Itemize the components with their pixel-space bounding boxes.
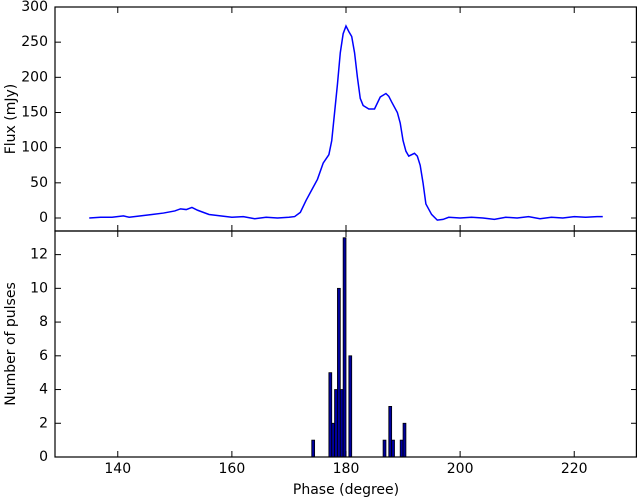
- x-tick-label: 200: [447, 461, 474, 477]
- y-axis-label: Flux (mJy): [3, 84, 19, 155]
- histogram-bar: [382, 439, 387, 458]
- y-tick-label: 50: [30, 175, 48, 191]
- y-tick-label: 4: [39, 382, 48, 398]
- histogram-bar: [388, 406, 393, 458]
- histogram-bar: [311, 439, 316, 458]
- histogram-bar: [402, 422, 407, 458]
- y-tick-label: 0: [39, 449, 48, 465]
- histogram-bar: [334, 389, 338, 458]
- y-tick-label: 0: [39, 210, 48, 226]
- histogram-bar: [391, 439, 395, 458]
- histogram-bar: [339, 389, 344, 458]
- y-tick-label: 12: [30, 247, 48, 263]
- x-tick-label: 180: [333, 461, 360, 477]
- y-tick-label: 100: [21, 140, 48, 156]
- y-tick-label: 200: [21, 69, 48, 85]
- flux-line: [89, 24, 603, 221]
- histogram-bar: [342, 237, 347, 458]
- x-tick-label: 160: [219, 461, 246, 477]
- histogram-bar: [331, 422, 335, 458]
- y-tick-label: 300: [21, 0, 48, 15]
- y-tick-label: 6: [39, 348, 48, 364]
- x-axis-label: Phase (degree): [293, 482, 399, 498]
- plot-frame: [54, 230, 638, 458]
- histogram-bar: [399, 439, 404, 458]
- x-tick-label: 140: [104, 461, 131, 477]
- y-axis-label: Number of pulses: [3, 282, 19, 405]
- y-tick-label: 150: [21, 104, 48, 120]
- histogram-bar: [337, 287, 341, 458]
- histogram-bar: [328, 372, 333, 458]
- x-tick-label: 220: [561, 461, 588, 477]
- y-tick-label: 250: [21, 34, 48, 50]
- histogram-bar: [348, 355, 353, 458]
- y-tick-label: 8: [39, 314, 48, 330]
- y-tick-label: 2: [39, 415, 48, 431]
- plot-frame: [54, 6, 638, 232]
- y-tick-label: 10: [30, 280, 48, 296]
